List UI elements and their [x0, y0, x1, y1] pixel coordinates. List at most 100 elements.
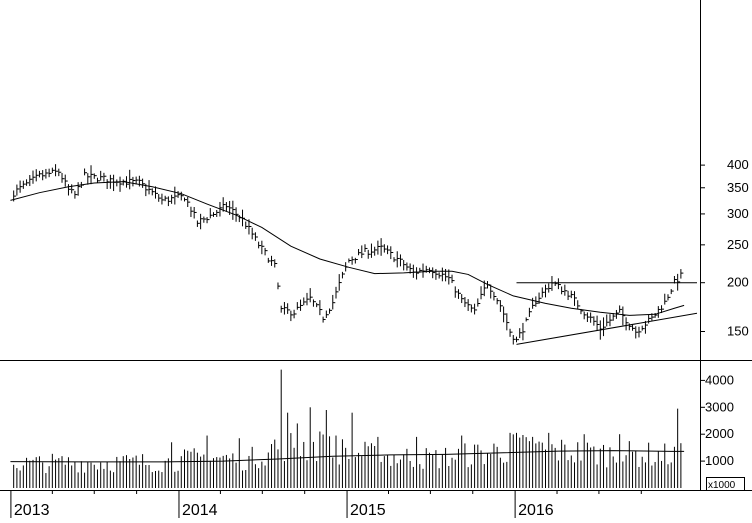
price-bar: [58, 168, 62, 177]
price-y-tick-label: 250: [727, 237, 749, 252]
price-bar: [300, 299, 304, 311]
price-overlay: [10, 181, 698, 345]
price-bar: [90, 165, 94, 185]
support-line: [516, 312, 698, 345]
volume-moving-average: [10, 450, 685, 463]
price-bar: [290, 310, 294, 322]
price-bar: [506, 313, 510, 331]
price-bar: [74, 190, 78, 199]
price-bar: [522, 322, 526, 341]
price-bar: [129, 169, 133, 190]
price-bar: [29, 175, 33, 187]
price-bar: [358, 249, 362, 256]
price-bar: [464, 297, 468, 308]
price-bar: [609, 314, 613, 327]
price-bar: [664, 293, 668, 305]
price-bar: [399, 254, 403, 267]
volume-y-tick-label: 4000: [705, 372, 734, 387]
price-bar: [119, 176, 123, 192]
price-bar: [61, 172, 65, 183]
price-bar: [416, 267, 420, 280]
price-bar: [644, 320, 648, 334]
price-moving-average: [10, 181, 685, 316]
price-bar: [670, 289, 674, 295]
price-bar: [480, 286, 484, 300]
price-bar: [71, 184, 75, 194]
price-bar: [383, 244, 387, 253]
price-bar: [661, 305, 665, 314]
price-bar: [96, 177, 100, 183]
price-bar: [577, 300, 581, 310]
volume-y-tick-label: 1000: [705, 453, 734, 468]
price-bar: [451, 274, 455, 284]
price-bar: [638, 326, 642, 338]
price-bar: [148, 180, 152, 195]
price-bar: [441, 267, 445, 282]
x-tick-label: 2014: [182, 502, 218, 518]
chart-axes: 150 200 250 300 350 400 1000 2000 3000 4000 x1000 2…: [10, 157, 749, 519]
price-bar: [261, 240, 265, 255]
price-bar: [164, 195, 168, 202]
price-bar: [196, 220, 200, 227]
price-bar: [55, 164, 59, 177]
price-bar: [657, 306, 661, 318]
price-bar: [251, 227, 255, 240]
price-bar: [641, 325, 645, 331]
price-y-tick-label: 300: [727, 206, 749, 221]
price-bar: [493, 291, 497, 301]
price-bar: [583, 311, 587, 320]
price-bar: [193, 207, 197, 219]
price-bar: [367, 249, 371, 259]
price-bar: [329, 308, 333, 314]
price-bar: [341, 271, 345, 279]
price-bar: [532, 297, 536, 309]
price-bar: [361, 245, 365, 259]
price-y-tick-label: 350: [727, 180, 749, 195]
price-bar: [586, 312, 590, 322]
price-y-tick-label: 150: [727, 324, 749, 339]
volume-unit-label: x1000: [708, 480, 736, 491]
price-bar: [225, 202, 229, 212]
price-bar: [499, 300, 503, 312]
price-bar: [303, 297, 307, 306]
price-bar: [622, 306, 626, 326]
price-bar: [267, 257, 271, 263]
price-bar: [351, 256, 355, 265]
price-bar: [625, 317, 629, 331]
price-bar: [370, 243, 374, 258]
price-bar: [354, 257, 358, 264]
price-bar: [16, 184, 20, 196]
price-bar: [77, 182, 81, 196]
price-bar: [316, 302, 320, 308]
price-bar: [477, 298, 481, 307]
price-bar: [406, 262, 410, 271]
price-bar: [306, 292, 310, 306]
price-bar: [167, 196, 171, 207]
price-bar: [132, 176, 136, 187]
price-bar: [680, 269, 684, 279]
price-bar: [283, 302, 287, 315]
price-bar: [100, 170, 104, 181]
volume-unit-box: [706, 477, 745, 491]
price-bar: [325, 310, 329, 318]
price-bar: [596, 315, 600, 331]
price-bar: [515, 336, 519, 343]
price-bar: [264, 247, 268, 256]
price-y-tick-label: 200: [727, 275, 749, 290]
price-bar: [590, 312, 594, 323]
price-bar: [48, 168, 52, 178]
price-bar: [184, 197, 188, 202]
price-bar: [490, 284, 494, 299]
price-bar: [470, 304, 474, 313]
price-bar: [161, 193, 165, 205]
price-bar: [603, 317, 607, 337]
price-bar: [380, 238, 384, 256]
price-bar: [519, 328, 523, 339]
price-bar: [22, 180, 26, 189]
price-bar: [232, 200, 236, 220]
price-bar: [509, 328, 513, 337]
volume-y-tick-label: 2000: [705, 426, 734, 441]
